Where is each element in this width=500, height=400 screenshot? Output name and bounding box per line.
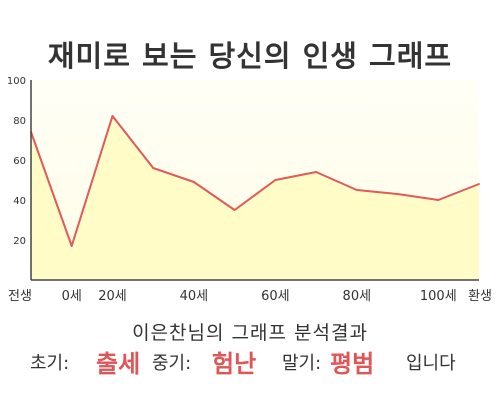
x-tick-label: 60세 (261, 289, 290, 304)
x-tick-label: 환생 (468, 289, 492, 304)
y-tick-label: 80 (13, 116, 26, 127)
area-fill (31, 116, 479, 280)
x-tick-label: 80세 (343, 289, 372, 304)
ending-text: 입니다 (406, 353, 456, 374)
y-tick-label: 100 (7, 76, 26, 87)
early-value: 출세 (96, 350, 141, 378)
page-title: 재미로 보는 당신의 인생 그래프 (47, 39, 453, 73)
x-tick-label: 0세 (62, 289, 82, 304)
data-point (355, 189, 358, 191)
data-point (111, 115, 114, 117)
early-label: 초기: (30, 353, 70, 374)
data-point (233, 209, 236, 211)
x-tick-label: 40세 (180, 289, 209, 304)
x-tick-label: 100세 (420, 289, 457, 304)
data-point (437, 199, 440, 201)
late-value: 평범 (330, 350, 375, 378)
data-point (193, 181, 195, 183)
y-tick-label: 20 (13, 236, 26, 247)
mid-value: 험난 (212, 350, 257, 378)
data-point (478, 183, 480, 185)
analysis-subtitle: 이은찬님의 그래프 분석결과 (132, 322, 368, 344)
data-point (315, 171, 317, 173)
analysis-summary: 초기: 출세 중기: 험난 말기: 평범 입니다 (30, 348, 490, 382)
data-point (70, 245, 73, 247)
data-point (274, 179, 277, 181)
mid-label: 중기: (152, 353, 192, 374)
data-point (396, 193, 399, 195)
data-point (152, 167, 155, 169)
y-tick-label: 60 (13, 156, 26, 167)
x-tick-label: 전생 (8, 289, 32, 304)
y-tick-label: 40 (13, 196, 26, 207)
x-tick-label: 20세 (98, 289, 127, 304)
late-label: 말기: (282, 353, 322, 374)
life-line (30, 115, 480, 247)
